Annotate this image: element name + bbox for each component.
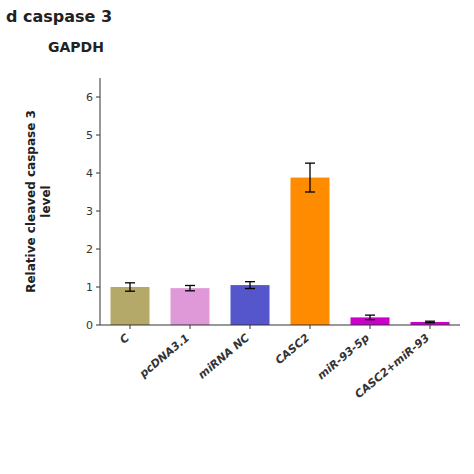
x-tick — [310, 325, 311, 329]
y-tick — [96, 287, 100, 288]
y-tick — [96, 135, 100, 136]
y-tick-label: 1 — [86, 281, 93, 294]
y-axis-label-line: Relative cleaved caspase 3 — [24, 110, 38, 293]
y-tick-label: 3 — [86, 205, 93, 218]
y-tick-label: 6 — [86, 91, 93, 104]
y-tick-label: 0 — [86, 319, 93, 332]
x-tick-label: C — [117, 331, 132, 346]
bar — [111, 287, 150, 325]
error-bar — [125, 283, 135, 291]
y-tick-label: 4 — [86, 167, 93, 180]
y-axis — [100, 78, 101, 325]
error-bar — [365, 315, 375, 320]
x-tick-label: miRNA NC — [196, 331, 252, 381]
x-axis — [100, 325, 460, 326]
subtitle: GAPDH — [48, 39, 104, 55]
chart: d caspase 3 GAPDH 0 1 2 3 4 5 6 CpcDNA3.1miRNA NC… — [0, 0, 474, 474]
y-tick-label: 2 — [86, 243, 93, 256]
error-bar — [425, 321, 435, 323]
x-tick-label: pcDNA3.1 — [136, 331, 192, 381]
y-tick — [96, 211, 100, 212]
y-axis-label: Relative cleaved caspase 3level — [24, 110, 53, 293]
y-tick — [96, 325, 100, 326]
bar — [231, 285, 270, 325]
bar — [291, 178, 330, 325]
title: d caspase 3 — [6, 7, 112, 26]
y-tick — [96, 97, 100, 98]
y-axis-label-line: level — [39, 185, 53, 217]
x-tick — [250, 325, 251, 329]
x-tick-label: CASC2+miR-93 — [352, 331, 432, 401]
error-bar — [185, 285, 195, 290]
x-tick-label: miR-93-5p — [315, 331, 372, 382]
bars — [111, 163, 450, 325]
y-tick — [96, 173, 100, 174]
y-tick — [96, 249, 100, 250]
x-tick — [190, 325, 191, 329]
y-tick-label: 5 — [86, 129, 93, 142]
bar — [171, 288, 210, 325]
x-tick — [130, 325, 131, 329]
error-bar — [245, 282, 255, 289]
error-bar — [305, 163, 315, 192]
x-tick — [430, 325, 431, 329]
x-tick-label: CASC2 — [273, 331, 312, 367]
x-tick — [370, 325, 371, 329]
